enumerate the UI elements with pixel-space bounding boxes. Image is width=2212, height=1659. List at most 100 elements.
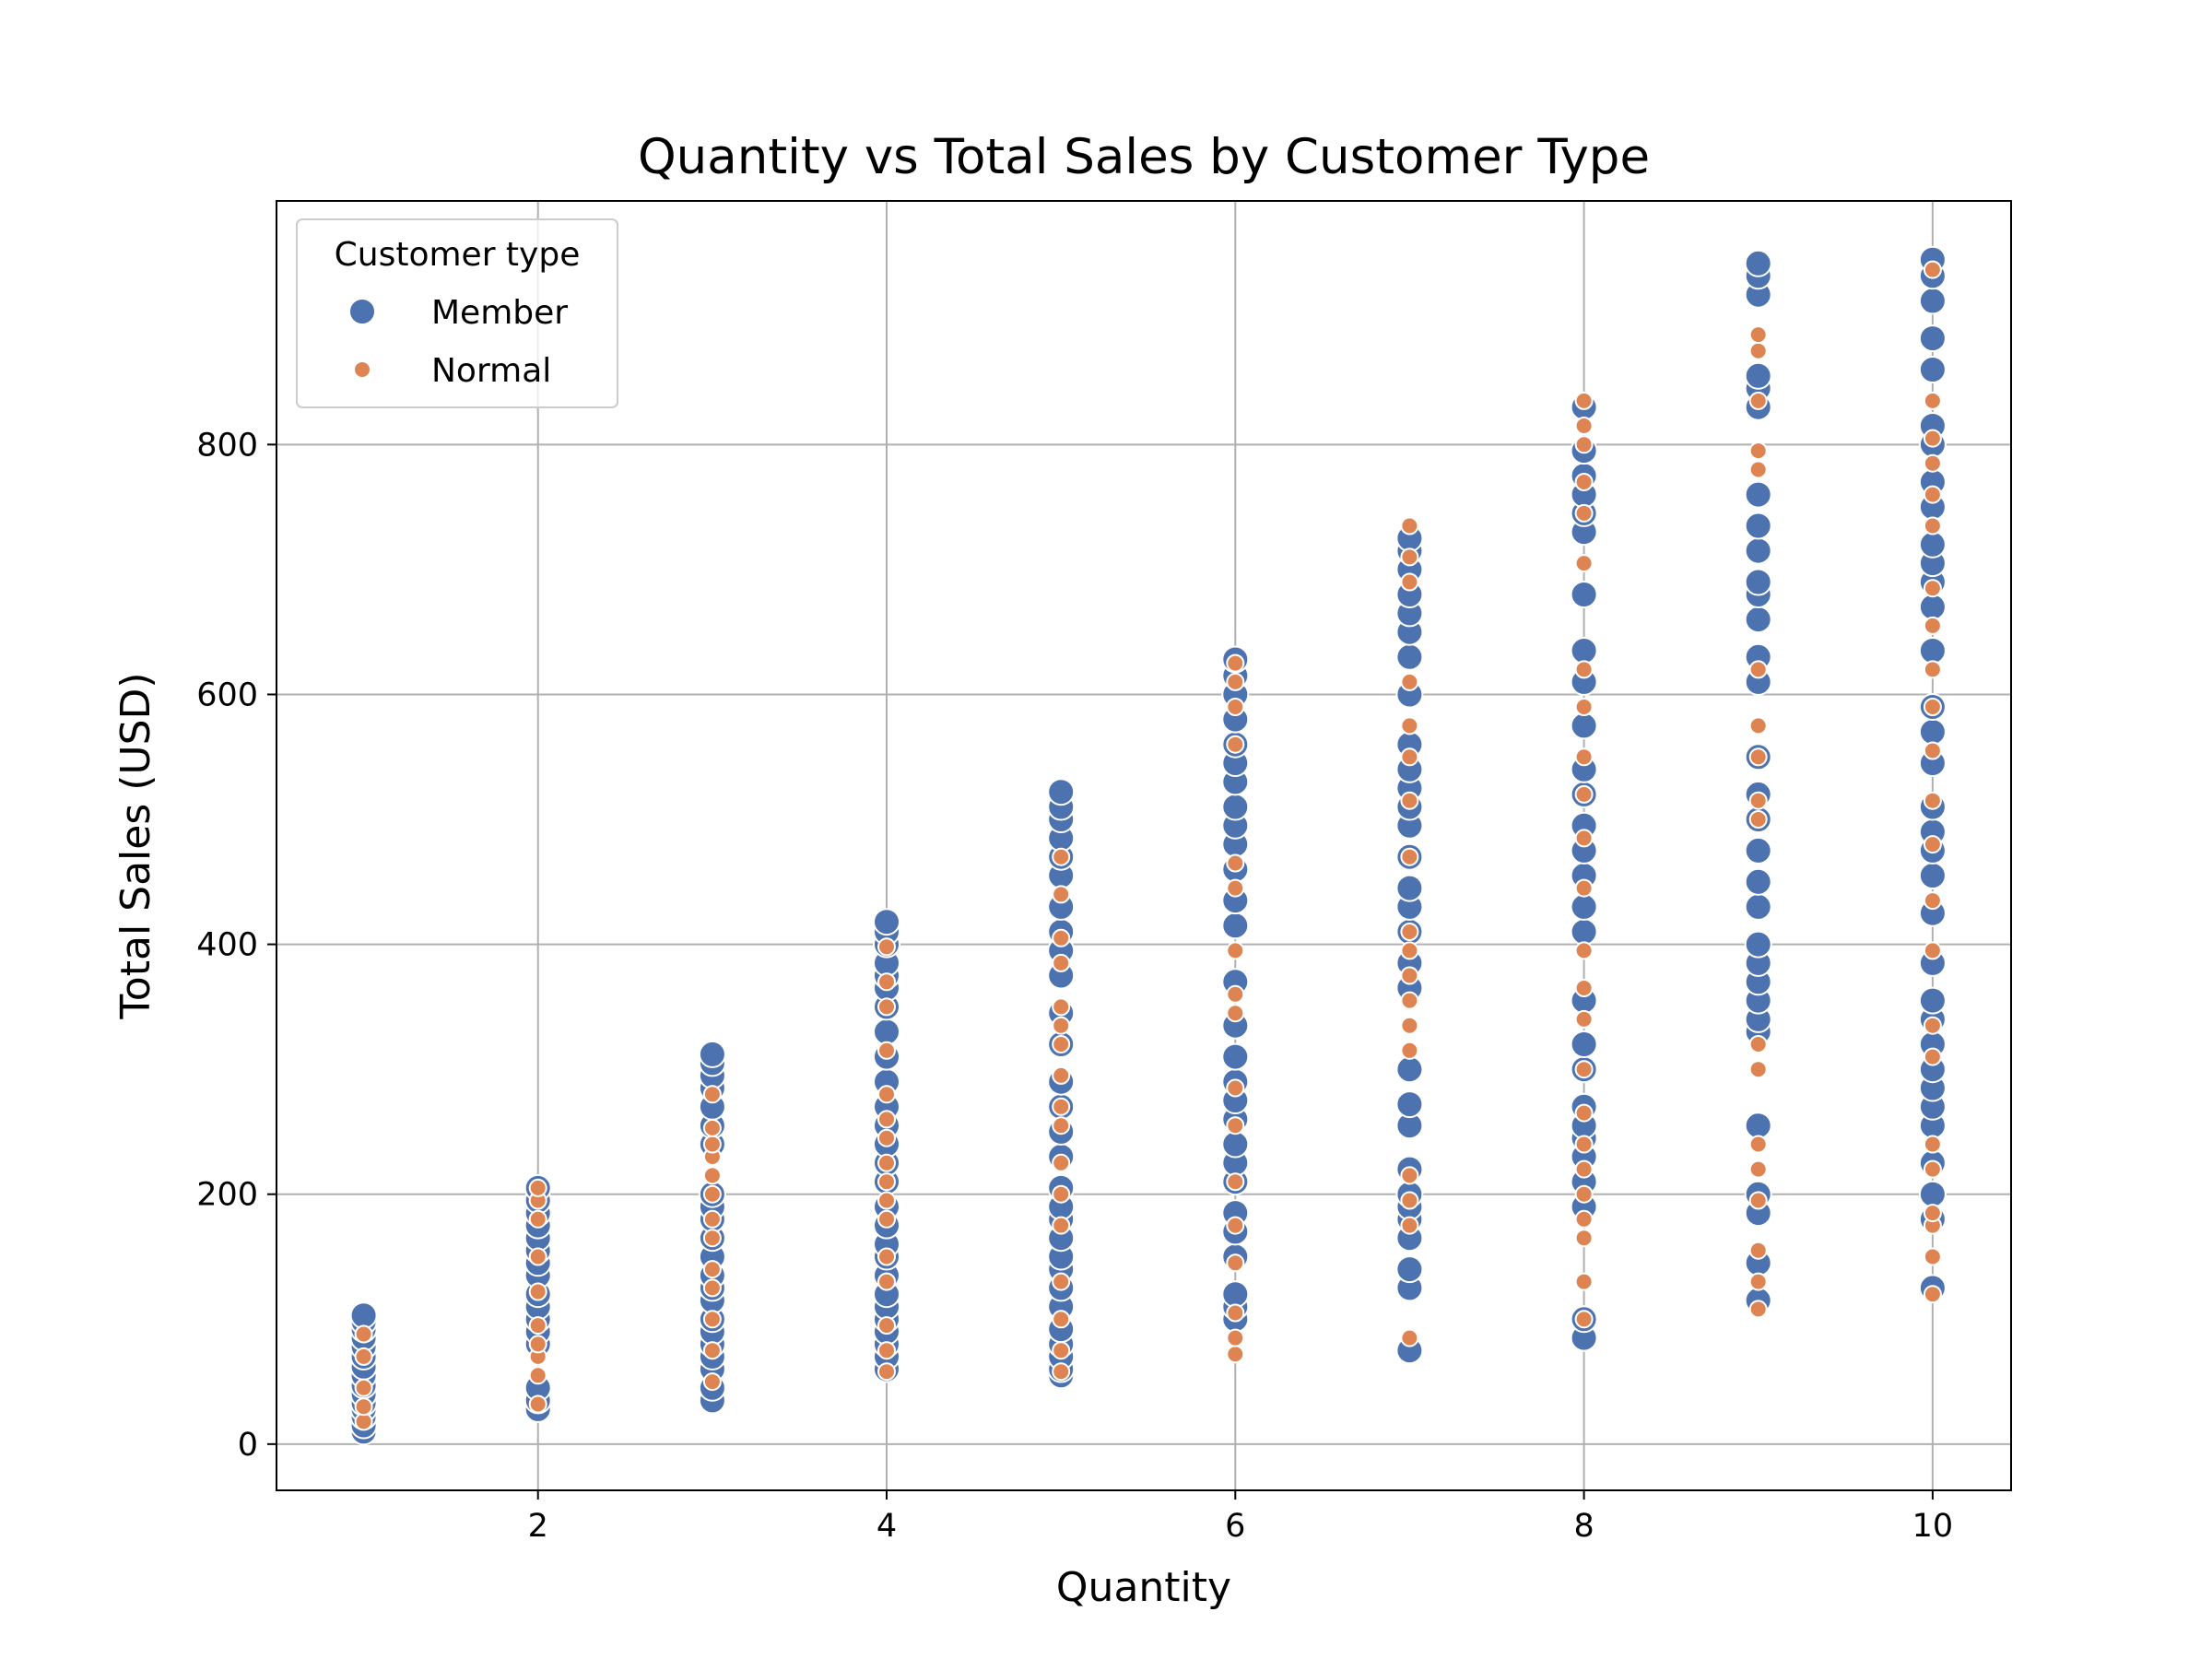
point-member	[1918, 356, 1947, 383]
point-normal	[1574, 1209, 1594, 1229]
point-normal	[1400, 923, 1419, 941]
point-normal	[877, 1362, 896, 1382]
point-normal	[1574, 1159, 1594, 1179]
point-normal	[1748, 391, 1768, 410]
point-normal	[1052, 1035, 1071, 1053]
point-normal	[1574, 554, 1594, 573]
legend-label-normal: Normal	[431, 352, 551, 390]
point-member	[1918, 862, 1947, 889]
point-normal	[1052, 847, 1071, 866]
point-normal	[1400, 716, 1419, 735]
point-member	[1570, 892, 1598, 921]
point-normal	[354, 1378, 373, 1397]
point-normal	[1226, 1216, 1245, 1235]
point-normal	[1748, 660, 1768, 679]
point-normal	[702, 1166, 722, 1185]
point-normal	[1748, 716, 1768, 735]
point-normal	[1748, 810, 1768, 829]
point-member	[1570, 581, 1598, 608]
point-normal	[702, 1118, 722, 1137]
point-normal	[1574, 391, 1594, 410]
point-normal	[1052, 997, 1071, 1017]
point-normal	[702, 1341, 722, 1360]
point-member	[698, 1040, 726, 1068]
point-normal	[1400, 572, 1419, 592]
point-member	[1744, 536, 1772, 565]
point-normal	[1574, 878, 1594, 898]
point-normal	[1052, 1065, 1071, 1085]
point-normal	[1748, 1060, 1768, 1079]
point-normal	[1400, 1191, 1419, 1210]
point-normal	[1574, 698, 1594, 716]
point-normal	[702, 1229, 722, 1248]
point-normal	[1923, 835, 1942, 854]
point-member	[1918, 593, 1947, 621]
point-normal	[1574, 473, 1594, 491]
point-normal	[1923, 453, 1942, 473]
point-normal	[1400, 791, 1419, 810]
point-normal	[1923, 660, 1942, 679]
point-normal	[1574, 1229, 1594, 1248]
point-normal	[702, 1209, 722, 1229]
legend-box	[296, 218, 618, 408]
point-normal	[877, 1041, 896, 1060]
point-normal	[1748, 1300, 1768, 1319]
point-normal	[1923, 698, 1942, 716]
y-tick-label: 0	[238, 1427, 258, 1464]
y-axis-label: Total Sales (USD)	[112, 672, 159, 1019]
point-member	[1047, 778, 1076, 806]
point-member	[1744, 512, 1772, 540]
data-points	[349, 245, 1947, 1446]
point-member	[1918, 1180, 1947, 1208]
point-normal	[1923, 1135, 1942, 1154]
point-normal	[1923, 516, 1942, 535]
point-member	[1395, 1055, 1424, 1084]
point-normal	[1400, 966, 1419, 985]
point-normal	[877, 1209, 896, 1229]
x-tick-label: 10	[1912, 1508, 1954, 1545]
point-member	[1221, 912, 1250, 940]
point-normal	[1923, 1204, 1942, 1223]
point-normal	[1574, 1009, 1594, 1029]
point-normal	[1052, 1016, 1071, 1035]
point-normal	[1574, 435, 1594, 454]
point-normal	[1052, 885, 1071, 904]
point-normal	[1052, 1216, 1071, 1235]
point-normal	[1748, 1241, 1768, 1260]
point-normal	[1226, 1345, 1245, 1364]
x-axis-ticks: 2 4 6 8 10	[528, 1490, 1954, 1545]
point-member	[1918, 287, 1947, 315]
point-normal	[1923, 260, 1942, 279]
point-normal	[1226, 653, 1245, 673]
legend-title: Customer type	[335, 236, 581, 274]
point-normal	[1574, 941, 1594, 960]
point-normal	[1748, 441, 1768, 461]
y-tick-label: 600	[196, 677, 258, 713]
point-normal	[1574, 1103, 1594, 1123]
point-normal	[702, 1184, 722, 1204]
point-member	[1744, 1112, 1772, 1140]
y-axis-ticks: 0 200 400 600 800	[196, 427, 276, 1464]
point-normal	[877, 1247, 896, 1266]
point-member	[873, 908, 900, 936]
point-normal	[1052, 1272, 1071, 1291]
point-normal	[1226, 1303, 1245, 1323]
point-member	[349, 1301, 378, 1330]
point-normal	[877, 937, 896, 957]
point-member	[1395, 1090, 1424, 1119]
point-normal	[1052, 953, 1071, 972]
point-normal	[1923, 579, 1942, 598]
point-normal	[1923, 391, 1942, 410]
point-normal	[1052, 1097, 1071, 1116]
x-tick-label: 6	[1225, 1508, 1245, 1545]
point-member	[1395, 1255, 1424, 1284]
point-normal	[1923, 891, 1942, 911]
point-normal	[1748, 791, 1768, 810]
point-member	[1221, 1042, 1250, 1071]
point-normal	[877, 1085, 896, 1104]
point-normal	[1052, 928, 1071, 947]
chart-title: Quantity vs Total Sales by Customer Type	[638, 129, 1650, 185]
point-member	[1744, 836, 1772, 865]
point-normal	[877, 1341, 896, 1360]
point-normal	[1052, 1116, 1071, 1135]
